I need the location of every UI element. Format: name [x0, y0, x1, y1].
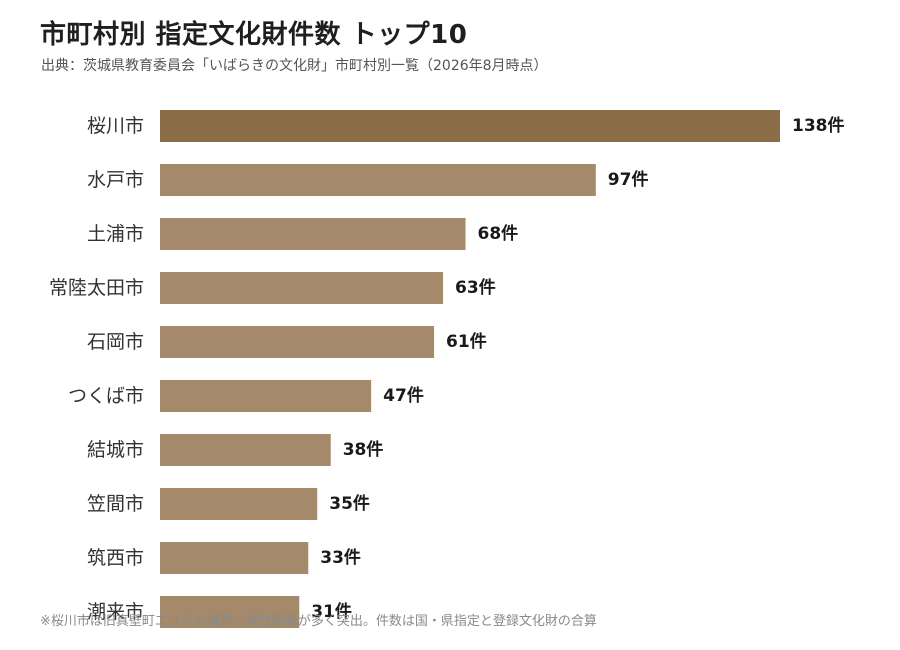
value-label: 31件	[311, 601, 352, 622]
bar-row: 潮来市 31件	[87, 596, 352, 628]
value-label: 61件	[446, 331, 487, 352]
value-label: 97件	[608, 169, 649, 190]
category-label: 潮来市	[87, 601, 144, 623]
bar-row: 結城市 38件	[87, 434, 383, 466]
value-label: 63件	[455, 277, 496, 298]
bar-row: 水戸市 97件	[87, 164, 648, 196]
chart-footnote: ※桜川市は旧真壁町エリアの城跡・寺社建築が多く突出。件数は国・県指定と登録文化財…	[40, 614, 597, 629]
value-label: 68件	[478, 223, 519, 244]
category-label: 桜川市	[87, 115, 144, 137]
bar	[160, 218, 466, 250]
category-label: つくば市	[68, 385, 144, 407]
bar-row: つくば市 47件	[68, 380, 424, 412]
bar	[160, 164, 596, 196]
bar-row: 笠間市 35件	[87, 488, 370, 520]
chart-title: 市町村別 指定文化財件数 トップ10	[40, 20, 468, 50]
bar-row: 土浦市 68件	[87, 218, 518, 250]
bar-row: 筑西市 33件	[87, 542, 361, 574]
category-label: 常陸太田市	[49, 277, 144, 299]
bar	[160, 542, 309, 574]
category-label: 結城市	[87, 439, 144, 461]
bar	[160, 272, 444, 304]
value-label: 38件	[343, 439, 384, 460]
bar	[160, 596, 300, 628]
category-label: 石岡市	[87, 331, 144, 353]
chart-subtitle: 出典：茨城県教育委員会「いばらきの文化財」市町村別一覧（2026年8月時点）	[41, 58, 548, 74]
bar	[160, 380, 372, 412]
bar	[160, 488, 318, 520]
bar	[160, 110, 780, 142]
bar-row: 石岡市 61件	[87, 326, 487, 358]
category-label: 土浦市	[87, 223, 144, 245]
category-label: 水戸市	[87, 169, 144, 191]
category-label: 筑西市	[87, 547, 144, 569]
value-label: 35件	[329, 493, 370, 514]
bar-row: 常陸太田市 63件	[49, 272, 496, 304]
bar-row: 桜川市 138件	[87, 110, 845, 142]
value-label: 33件	[320, 547, 361, 568]
category-label: 笠間市	[87, 493, 144, 515]
value-label: 138件	[792, 115, 845, 136]
bar	[160, 326, 435, 358]
bar	[160, 434, 331, 466]
value-label: 47件	[383, 385, 424, 406]
